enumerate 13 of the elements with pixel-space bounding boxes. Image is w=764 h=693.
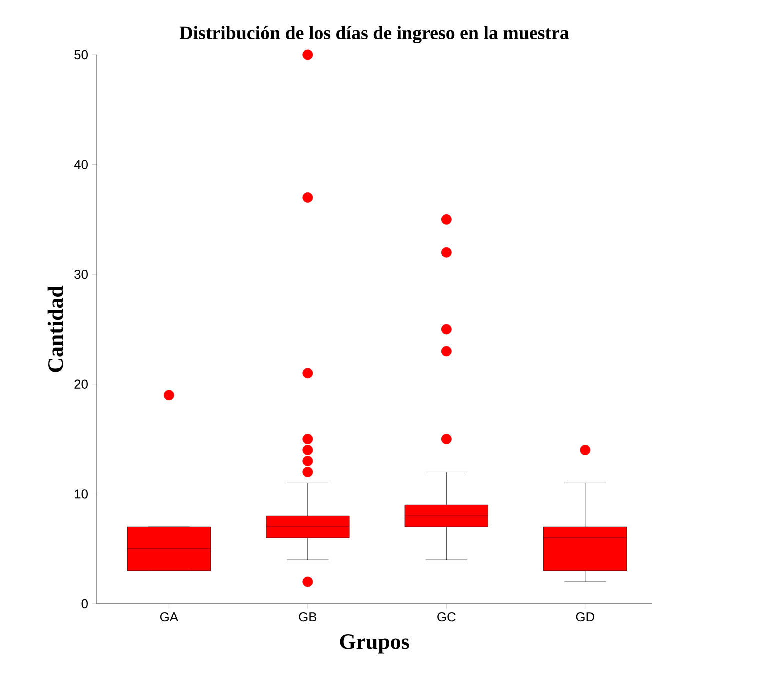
x-tick-label: GB bbox=[299, 612, 317, 622]
y-tick-label: 30 bbox=[74, 270, 88, 280]
chart-title: Distribución de los días de ingreso en la muestra bbox=[180, 26, 570, 44]
x-tick-label: GC bbox=[438, 612, 456, 622]
y-tick-label: 0 bbox=[82, 599, 88, 609]
x-tick-label: GA bbox=[160, 612, 178, 622]
y-tick-label: 20 bbox=[74, 380, 88, 389]
x-axis-title: Grupos bbox=[340, 634, 410, 654]
y-tick-label: 50 bbox=[74, 50, 88, 60]
y-tick-label: 40 bbox=[74, 160, 88, 170]
y-axis-title: Cantidad bbox=[48, 286, 64, 372]
y-tick-label: 10 bbox=[75, 490, 88, 499]
x-tick-label: GD bbox=[576, 612, 595, 622]
